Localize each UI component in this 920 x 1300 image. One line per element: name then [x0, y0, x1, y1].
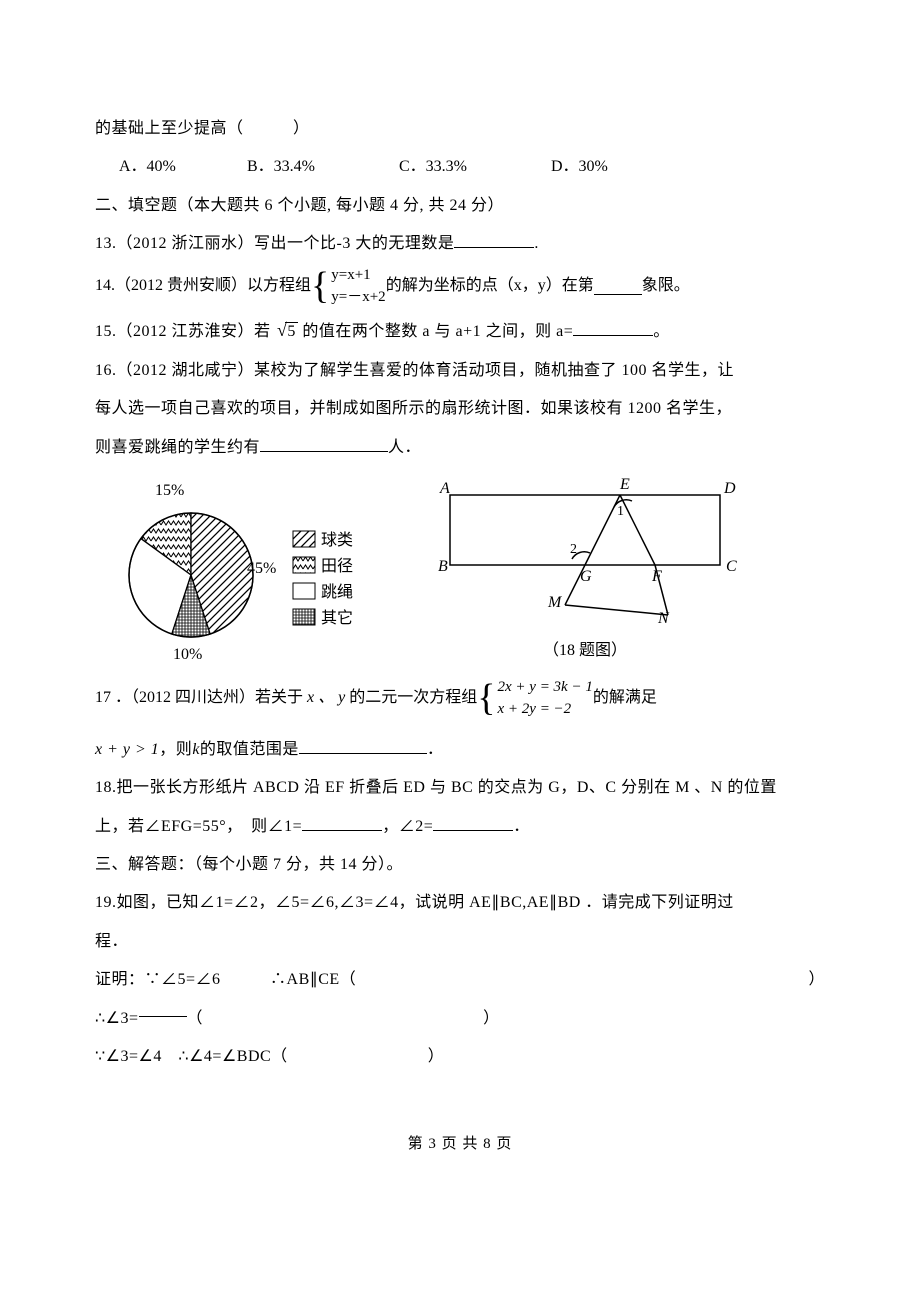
section-3-header: 三、解答题：（每个小题 7 分，共 14 分）。 [95, 846, 825, 884]
lbl-F: F [651, 568, 662, 585]
q17-system: { 2x + y = 3k − 1 x + 2y = −2 [477, 676, 593, 721]
pie-svg: 15% 45% 10% 球类 田径 跳绳 其它 [95, 475, 355, 665]
lbl-ang1: 1 [617, 504, 624, 519]
q15-pre: 15.（2012 江苏淮安）若 [95, 323, 271, 340]
proof-l1: 证明：∵∠5=∠6 ∴AB∥CE（ ） [95, 961, 825, 999]
q14-eq1: y=x+1 [331, 264, 385, 287]
lbl-B: B [438, 558, 448, 575]
q12-opt-a: A．40% [119, 148, 247, 186]
lbl-C: C [726, 558, 737, 575]
q16-l1: 16.（2012 湖北咸宁）某校为了解学生喜爱的体育活动项目，随机抽查了 100… [95, 352, 825, 390]
proof-l2b: （ [187, 1000, 204, 1038]
proof-l2: ∴∠3= （ ） [95, 1000, 825, 1038]
q17-l2e: ． [427, 741, 444, 758]
fold-svg: A D B C E F G M N 1 2 [420, 475, 750, 625]
q17-eq2: x + 2y = −2 [498, 698, 593, 721]
lbl-N: N [657, 610, 670, 625]
figure-row: 15% 45% 10% 球类 田径 跳绳 其它 [95, 475, 825, 670]
q17-mid: 的二元一次方程组 [349, 679, 477, 717]
q15-sqrt-body: 5 [285, 322, 298, 340]
q12-tail: 的基础上至少提高（ ） [95, 110, 825, 148]
page: 的基础上至少提高（ ） A．40% B．33.4% C．33.3% D．30% … [0, 0, 920, 1213]
q14-blank [594, 278, 642, 295]
proof-l3a: ∵∠3=∠4 ∴∠4=∠BDC（ [95, 1038, 288, 1076]
q16-blank [260, 435, 388, 452]
lbl-E: E [619, 476, 630, 493]
q14-pre: 14.（2012 贵州安顺）以方程组 [95, 267, 311, 305]
pie-label-10: 10% [173, 646, 202, 663]
q12-opt-c: C．33.3% [399, 148, 551, 186]
q13-text: 13.（2012 浙江丽水）写出一个比-3 大的无理数是 [95, 235, 454, 252]
q18-l2c: ． [513, 818, 530, 835]
q18-l2a: 上，若∠EFG=55°， 则∠1= [95, 818, 302, 835]
q17-k: k [192, 741, 200, 758]
q17-l2b: ，则 [159, 741, 192, 758]
q17-xy: x 、 y [307, 679, 345, 717]
legend-rope: 跳绳 [321, 583, 353, 601]
lbl-ang2: 2 [570, 542, 577, 557]
proof-l1a: 证明：∵∠5=∠6 ∴AB∥CE（ [95, 971, 356, 988]
section-2-header: 二、填空题（本大题共 6 个小题, 每小题 4 分, 共 24 分） [95, 187, 825, 225]
q17: 17 ．（2012 四川达州）若关于 x 、 y 的二元一次方程组 { 2x +… [95, 676, 825, 721]
q17-l2d: 的取值范围是 [200, 741, 299, 758]
lbl-D: D [723, 480, 736, 497]
pie-label-15: 15% [155, 482, 184, 499]
lbl-A: A [439, 480, 450, 497]
q17-tail: 的解满足 [593, 679, 657, 717]
lbl-G: G [580, 568, 592, 585]
q16-l2: 每人选一项自己喜欢的项目，并制成如图所示的扇形统计图．如果该校有 1200 名学… [95, 390, 825, 428]
q15-blank [573, 319, 653, 336]
q13: 13.（2012 浙江丽水）写出一个比-3 大的无理数是. [95, 225, 825, 263]
lbl-M: M [547, 594, 563, 611]
q19-l2: 程． [95, 923, 825, 961]
proof-l2a: ∴∠3= [95, 1000, 139, 1038]
legend-ball: 球类 [321, 531, 353, 549]
q13-blank [454, 231, 534, 248]
q12-opt-d: D．30% [551, 148, 608, 186]
legend-other: 其它 [321, 609, 353, 627]
q18-blank1 [302, 814, 382, 831]
q19-l1: 19.如图，已知∠1=∠2，∠5=∠6,∠3=∠4，试说明 AE∥BC,AE∥B… [95, 884, 825, 922]
q18-l2: 上，若∠EFG=55°， 则∠1= ，∠2= ． [95, 808, 825, 846]
q12-opt-b: B．33.4% [247, 148, 399, 186]
q14-tail: 象限。 [642, 267, 690, 305]
sqrt-icon: 5 [275, 309, 298, 352]
footer-text: 第 3 页 共 8 页 [408, 1136, 513, 1152]
q13-tail: . [534, 235, 539, 252]
q17-eq1: 2x + y = 3k − 1 [498, 676, 593, 699]
pie-chart: 15% 45% 10% 球类 田径 跳绳 其它 [95, 475, 355, 670]
q15: 15.（2012 江苏淮安）若 5 的值在两个整数 a 与 a+1 之间，则 a… [95, 309, 825, 352]
pie-label-45: 45% [247, 560, 276, 577]
proof-l3-paren: ） [428, 1038, 445, 1076]
fold-caption: （18 题图） [415, 636, 755, 660]
brace-icon-2: { [477, 681, 495, 715]
q14-system: { y=x+1 y=－x+2 [311, 264, 386, 309]
legend-track: 田径 [321, 557, 353, 575]
page-footer: 第 3 页 共 8 页 [95, 1132, 825, 1153]
q17-blank [299, 737, 427, 754]
brace-icon: { [311, 269, 329, 303]
q16-l3-tail: 人． [388, 439, 421, 456]
q12-options: A．40% B．33.4% C．33.3% D．30% [95, 148, 825, 186]
proof-l2-paren: ） [483, 1000, 500, 1038]
proof-l1-paren: ） [808, 961, 825, 999]
q17-cond: x + y > 1 [95, 741, 159, 758]
q14-eq2: y=－x+2 [331, 286, 385, 309]
q18-blank2 [433, 814, 513, 831]
q15-tail: 。 [653, 323, 670, 340]
q16-l3: 则喜爱跳绳的学生约有 人． [95, 429, 825, 467]
proof-l3: ∵∠3=∠4 ∴∠4=∠BDC（ ） [95, 1038, 825, 1076]
q14-mid: 的解为坐标的点（x，y）在第 [386, 267, 594, 305]
q16-l3-text: 则喜爱跳绳的学生约有 [95, 439, 260, 456]
fold-figure: A D B C E F G M N 1 2 （18 题图） [415, 475, 755, 660]
q18-l2b: ，∠2= [382, 818, 433, 835]
q17-line2: x + y > 1，则k的取值范围是 ． [95, 731, 825, 769]
q15-mid: 的值在两个整数 a 与 a+1 之间，则 a= [302, 323, 573, 340]
q18-l1: 18.把一张长方形纸片 ABCD 沿 EF 折叠后 ED 与 BC 的交点为 G… [95, 769, 825, 807]
q14: 14.（2012 贵州安顺）以方程组 { y=x+1 y=－x+2 的解为坐标的… [95, 264, 825, 309]
proof-l2-blank [139, 1000, 187, 1017]
q17-pre: 17 ．（2012 四川达州）若关于 [95, 679, 303, 717]
